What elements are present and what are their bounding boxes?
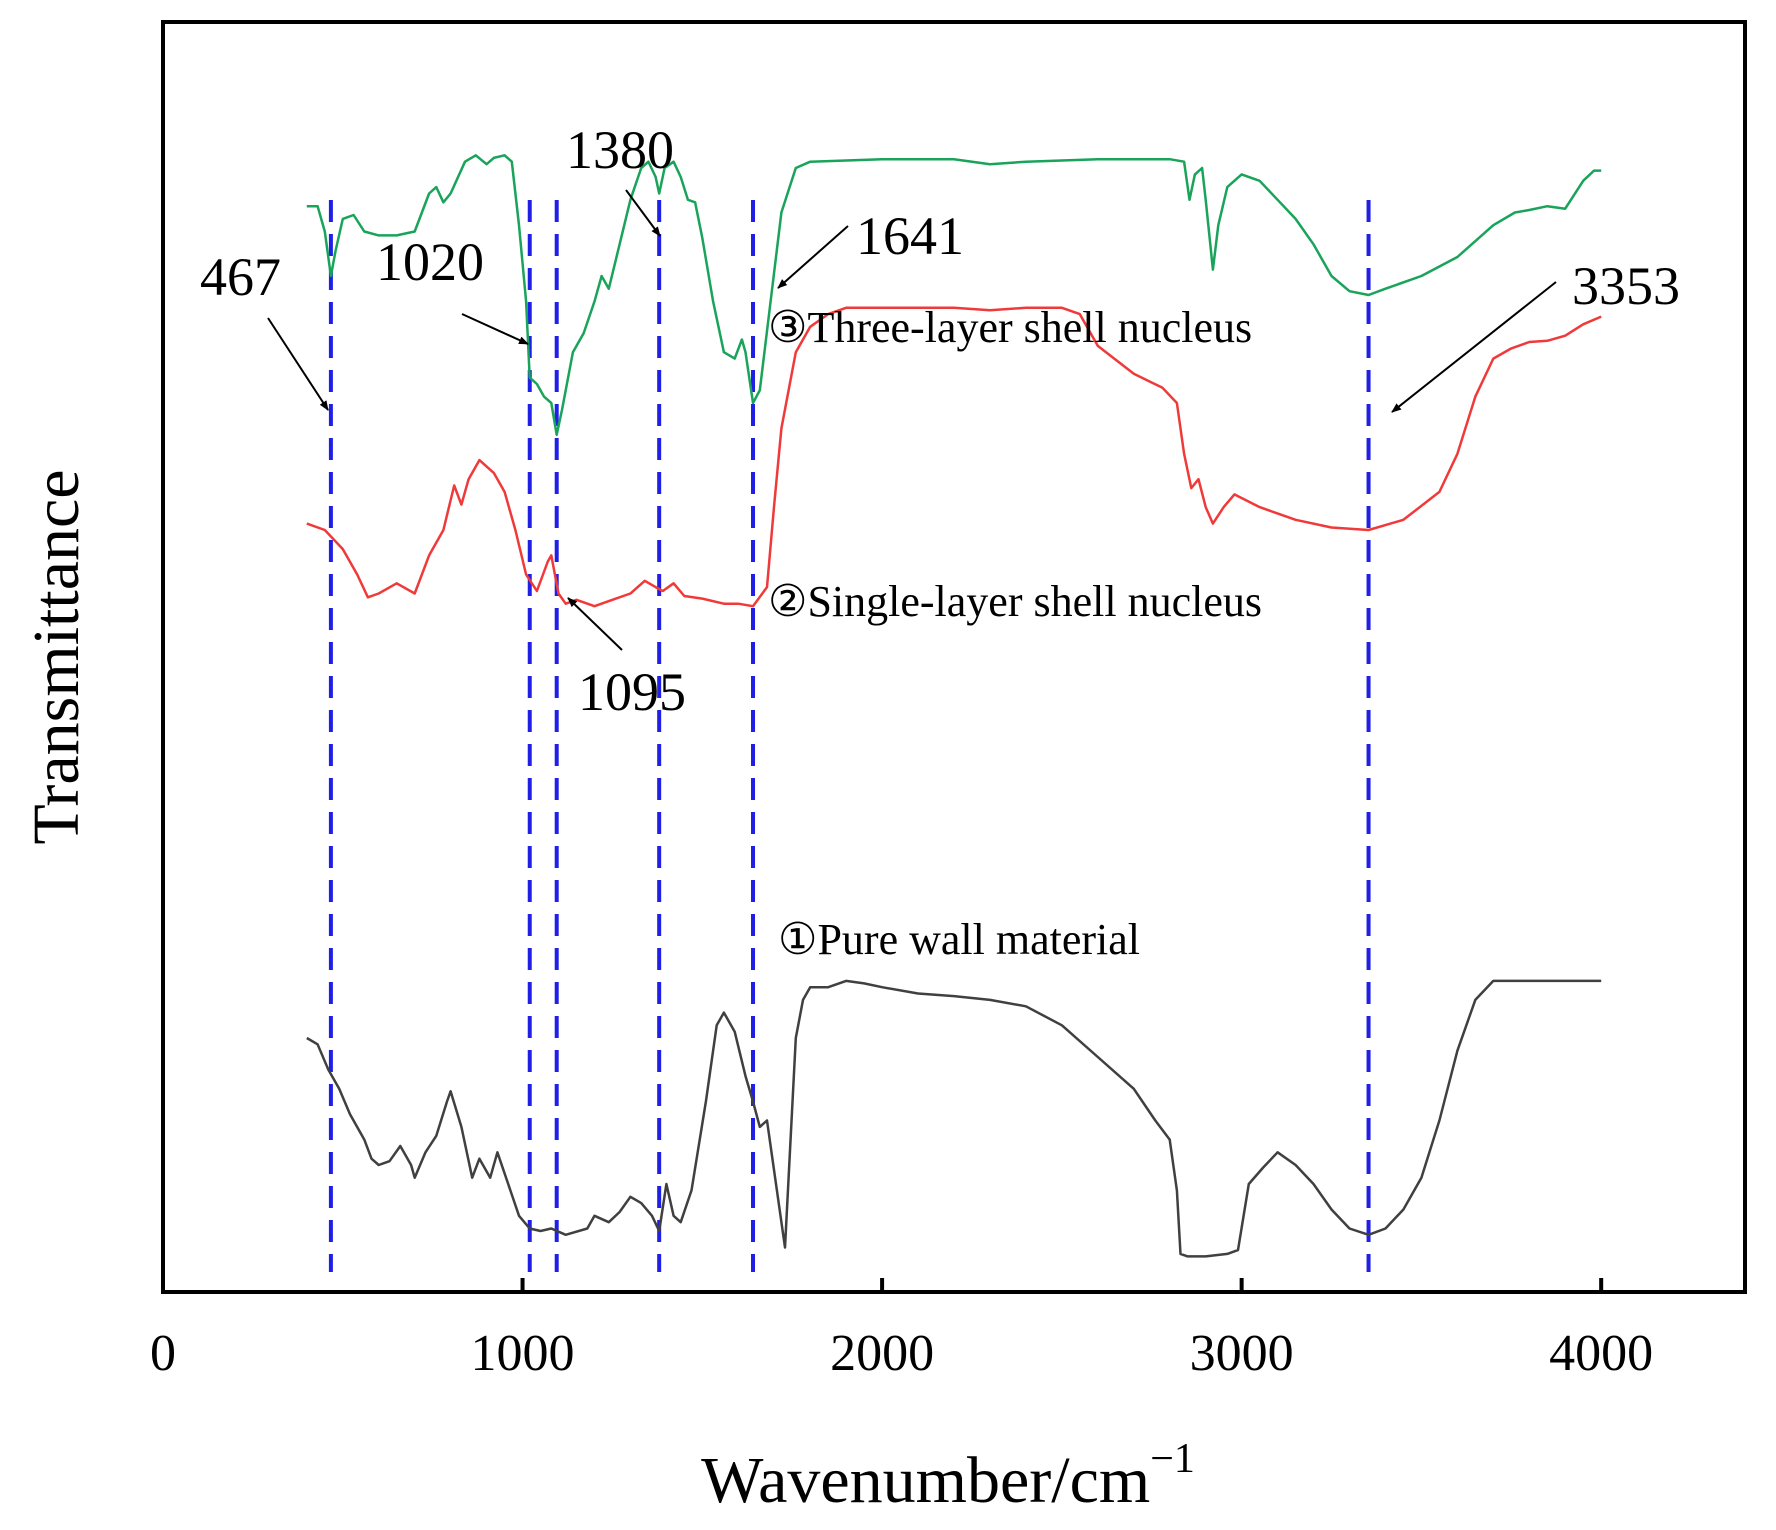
series-line-2 bbox=[306, 979, 1602, 1258]
x-axis-ticks: 0 1000 2000 3000 4000 bbox=[150, 1278, 1653, 1382]
series-label-single-layer: ②Single-layer shell nucleus bbox=[768, 577, 1262, 626]
x-tick-label-4000: 4000 bbox=[1549, 1325, 1653, 1382]
annotation-arrow-1020 bbox=[461, 313, 529, 345]
y-axis-label: Transmittance bbox=[20, 469, 93, 844]
x-tick-label-0: 0 bbox=[150, 1325, 176, 1382]
annotation-label-1020: 1020 bbox=[376, 232, 484, 292]
annotation-1641: 1641 bbox=[777, 206, 964, 289]
x-axis-label-text: Wavenumber/cm bbox=[701, 1444, 1150, 1517]
annotation-1380: 1380 bbox=[566, 120, 674, 237]
series-layer bbox=[306, 154, 1602, 1258]
annotation-1020: 1020 bbox=[376, 232, 529, 345]
series-label-pure-wall: ①Pure wall material bbox=[778, 915, 1140, 964]
reference-lines bbox=[328, 200, 1371, 1272]
annotation-label-1641: 1641 bbox=[856, 206, 964, 266]
x-axis-label-superscript: −1 bbox=[1150, 1436, 1195, 1482]
x-tick-label-3000: 3000 bbox=[1190, 1325, 1294, 1382]
annotation-label-1380: 1380 bbox=[566, 120, 674, 180]
annotation-1095: 1095 bbox=[567, 597, 686, 722]
annotation-arrow-1380 bbox=[625, 189, 661, 237]
annotation-arrow-1095 bbox=[567, 597, 623, 651]
x-axis-label: Wavenumber/cm−1 bbox=[701, 1436, 1195, 1517]
annotation-label-3353: 3353 bbox=[1572, 256, 1680, 316]
annotation-3353: 3353 bbox=[1391, 256, 1680, 413]
annotation-label-1095: 1095 bbox=[578, 662, 686, 722]
annotation-label-467: 467 bbox=[200, 247, 281, 307]
series-line-0 bbox=[306, 154, 1602, 437]
annotation-arrow-467 bbox=[267, 317, 329, 411]
x-tick-label-1000: 1000 bbox=[471, 1325, 575, 1382]
annotation-467: 467 bbox=[200, 247, 329, 411]
plot-frame bbox=[161, 20, 1747, 1294]
series-label-three-layer: ③Three-layer shell nucleus bbox=[768, 303, 1252, 352]
annotation-arrow-1641 bbox=[777, 225, 849, 289]
annotation-arrow-3353 bbox=[1391, 281, 1557, 413]
series-line-1 bbox=[306, 306, 1602, 608]
x-tick-label-2000: 2000 bbox=[830, 1325, 934, 1382]
